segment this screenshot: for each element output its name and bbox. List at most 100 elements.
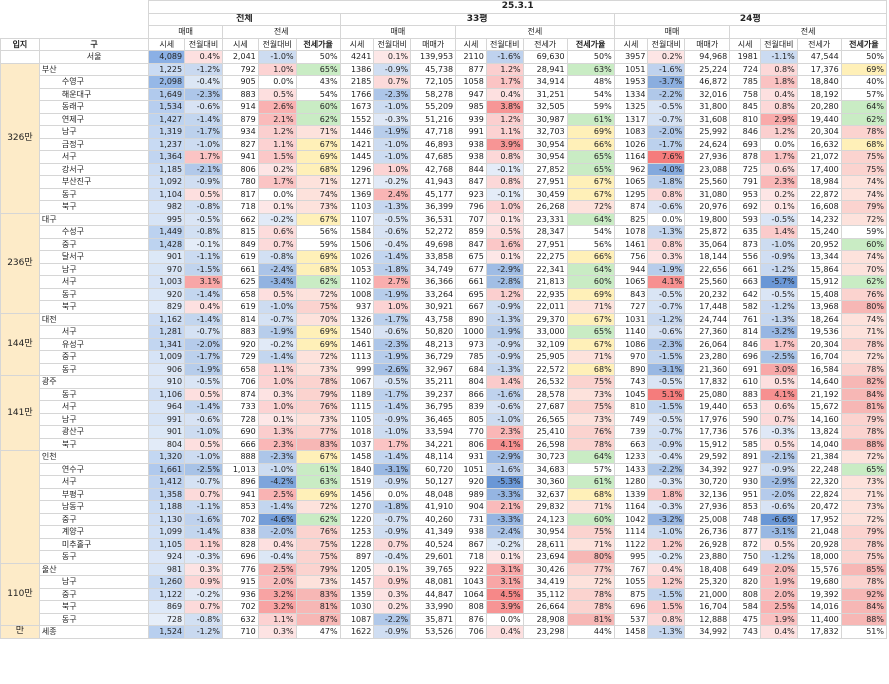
table-row: 남구 970 -1.5% 661 -2.4% 68% 1053 -1.8% 34,749 677-… xyxy=(1,262,888,276)
cell-value: 1.2% xyxy=(647,575,686,589)
cell-value: 0.8% xyxy=(647,237,686,251)
cell-value: 953 xyxy=(729,187,761,201)
cell-value: -0.5% xyxy=(373,212,412,226)
cell-value: 1.0% xyxy=(257,62,297,76)
district-name: 남동구 xyxy=(38,500,150,514)
cell-value: 72% xyxy=(840,450,888,464)
cell-value: 19,440 xyxy=(796,112,842,126)
cell-value: 45,738 xyxy=(410,62,457,76)
cell-value: 937 xyxy=(339,300,375,314)
cell-value: 0.1% xyxy=(257,412,297,426)
cell-value: -0.4% xyxy=(647,450,686,464)
cell-value: 1026 xyxy=(613,137,649,151)
district-name: 광산구 xyxy=(38,425,150,439)
cell-value: -1.0% xyxy=(373,425,412,439)
cell-value: 846 xyxy=(729,125,761,139)
cell-value: 3.1% xyxy=(485,575,524,589)
column-header: 전세가 xyxy=(796,37,842,51)
cell-value: 40% xyxy=(840,75,888,89)
cell-value: 29,370 xyxy=(522,312,568,326)
cell-value: 1,524 xyxy=(148,625,186,639)
district-name: 유성구 xyxy=(38,337,150,351)
cell-value: 692 xyxy=(729,200,761,214)
cell-value: 1271 xyxy=(339,175,375,189)
cell-value: -3.1% xyxy=(759,525,798,539)
cell-value: 0.2% xyxy=(759,187,798,201)
cell-value: -3.4% xyxy=(257,275,297,289)
cell-value: 21,192 xyxy=(796,387,842,401)
cell-value: 63% xyxy=(295,475,341,489)
cell-value: 17,400 xyxy=(796,162,842,176)
cell-value: 67% xyxy=(566,312,615,326)
cell-value: 867 xyxy=(455,537,487,551)
cell-value: 901 xyxy=(148,425,186,439)
cell-value: 20,976 xyxy=(684,200,731,214)
cell-value: -1.6% xyxy=(184,512,223,526)
cell-value: -1.4% xyxy=(373,250,412,264)
cell-value: 853 xyxy=(729,500,761,514)
region-population-label xyxy=(0,450,40,564)
cell-value: 60% xyxy=(295,100,341,114)
cell-value: 4241 xyxy=(339,50,375,64)
cell-value: 1,104 xyxy=(148,187,186,201)
cell-value: -0.5% xyxy=(373,375,412,389)
cell-value: 33,594 xyxy=(410,425,457,439)
cell-value: 1018 xyxy=(339,425,375,439)
cell-value: 54% xyxy=(295,87,341,101)
cell-value: 1446 xyxy=(339,125,375,139)
cell-value: 78% xyxy=(840,425,888,439)
cell-value: 28,908 xyxy=(522,612,568,626)
cell-value: 75% xyxy=(566,400,615,414)
table-row: 북구 829 0.4% 619 -1.0% 75% 937 1.0% 30,921 667 -0.9… xyxy=(1,300,888,314)
cell-value: 71% xyxy=(295,175,341,189)
district-name: 남구 xyxy=(38,125,150,139)
cell-value: 2.5% xyxy=(759,600,798,614)
cell-value: 18,840 xyxy=(796,75,842,89)
cell-value: 26,064 xyxy=(684,337,731,351)
cell-value: 0.7% xyxy=(759,412,798,426)
column-header: 전월대비 xyxy=(759,37,798,51)
district-name: 북구 xyxy=(38,300,150,314)
district-name: 남구 xyxy=(38,575,150,589)
cell-value: -2.1% xyxy=(184,162,223,176)
cell-value: 707 xyxy=(455,212,487,226)
cell-value: 35,064 xyxy=(684,237,731,251)
cell-value: 48,213 xyxy=(410,337,457,351)
cell-value: 74% xyxy=(295,187,341,201)
cell-value: 25,992 xyxy=(684,125,731,139)
cell-value: 1.0% xyxy=(373,162,412,176)
cell-value: 1.8% xyxy=(759,75,798,89)
region-label xyxy=(0,50,40,64)
cell-value: 76% xyxy=(840,287,888,301)
cell-value: 2.3% xyxy=(257,437,297,451)
cell-value: -0.9% xyxy=(373,525,412,539)
table-row: 북구 869 0.7% 702 3.2% 81% 1030 0.2% 33,990 808 3.9%… xyxy=(1,600,888,614)
column-header: 전월대비 xyxy=(485,37,524,51)
cell-value: 17,976 xyxy=(684,412,731,426)
cell-value: -0.2% xyxy=(184,587,223,601)
cell-value: 19,392 xyxy=(796,587,842,601)
cell-value: -2.2% xyxy=(373,612,412,626)
cell-value: 874 xyxy=(613,200,649,214)
district-name: 달서구 xyxy=(38,250,150,264)
cell-value: 663 xyxy=(613,437,649,451)
cell-value: 15,408 xyxy=(796,287,842,301)
cell-value: -1.0% xyxy=(759,237,798,251)
cell-value: 1766 xyxy=(339,87,375,101)
cell-value: 17,832 xyxy=(684,375,731,389)
cell-value: 45,177 xyxy=(410,187,457,201)
cell-value: 1031 xyxy=(613,312,649,326)
cell-value: 62% xyxy=(295,275,341,289)
cell-value: 733 xyxy=(221,400,259,414)
city-row: 326만 부산 1,225 -1.2% 792 1.0% 65% 1386 -0.9% 45,73… xyxy=(0,62,888,214)
cell-value: 938 xyxy=(455,150,487,164)
cell-value: 938 xyxy=(455,137,487,151)
cell-value: -1.4% xyxy=(184,287,223,301)
cell-value: 0.5% xyxy=(257,87,297,101)
cell-value: 843 xyxy=(613,287,649,301)
cell-value: -1.0% xyxy=(373,150,412,164)
cell-value: 33,990 xyxy=(410,600,457,614)
table-row: 동구 1,106 0.5% 874 0.3% 79% 1189 -1.7% 39,237 866-… xyxy=(1,387,888,401)
cell-value: 905 xyxy=(221,75,259,89)
cell-value: 69% xyxy=(295,325,341,339)
